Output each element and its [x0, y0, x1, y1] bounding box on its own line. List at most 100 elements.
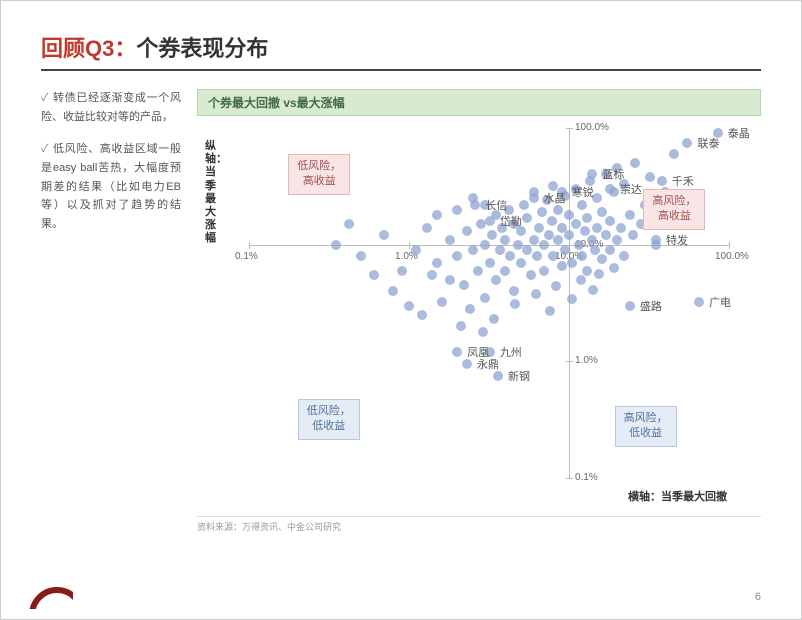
data-point — [612, 235, 622, 245]
title-main: 个券表现分布 — [136, 36, 268, 61]
x-tick-label: 0.1% — [235, 251, 258, 262]
point-label: 寒锐 — [572, 184, 594, 200]
data-point — [625, 301, 635, 311]
data-point — [427, 270, 437, 280]
data-point — [452, 347, 462, 357]
data-point — [590, 245, 600, 255]
data-point — [519, 200, 529, 210]
data-point — [478, 327, 488, 337]
point-label: 水晶 — [544, 190, 566, 206]
source-text: 资料来源：万得资讯、中金公司研究 — [197, 516, 761, 533]
data-point — [452, 251, 462, 261]
point-label: 广电 — [709, 294, 731, 310]
data-point — [551, 281, 561, 291]
point-label: 九州 — [500, 344, 522, 360]
data-point — [553, 235, 563, 245]
point-label: 新钢 — [508, 368, 530, 384]
y-axis-label: 纵轴：当季最大涨幅 — [205, 140, 219, 246]
point-label: 特发 — [666, 232, 688, 248]
bullet-item: 转债已经逐渐变成一个风险、收益比较对等的产品， — [41, 89, 181, 126]
point-label: 联泰 — [697, 135, 719, 151]
data-point — [548, 251, 558, 261]
data-point — [465, 304, 475, 314]
data-point — [522, 245, 532, 255]
data-point — [480, 240, 490, 250]
data-point — [462, 226, 472, 236]
data-point — [605, 184, 615, 194]
data-point — [592, 223, 602, 233]
data-point — [510, 299, 520, 309]
data-point — [628, 230, 638, 240]
page-number: 6 — [755, 591, 761, 603]
data-point — [432, 210, 442, 220]
data-point — [657, 176, 667, 186]
data-point — [344, 219, 354, 229]
quadrant-label: 高风险，高收益 — [643, 189, 705, 230]
x-axis-label: 横轴：当季最大回撤 — [628, 488, 727, 504]
data-point — [557, 261, 567, 271]
point-label: 岱勒 — [500, 213, 522, 229]
data-point — [456, 321, 466, 331]
data-point — [470, 200, 480, 210]
data-point — [432, 258, 442, 268]
data-point — [505, 251, 515, 261]
data-point — [605, 216, 615, 226]
data-point — [605, 245, 615, 255]
data-point — [487, 230, 497, 240]
data-point — [539, 240, 549, 250]
data-point — [609, 263, 619, 273]
data-point — [529, 193, 539, 203]
quadrant-label: 高风险，低收益 — [615, 406, 677, 447]
logo-icon — [29, 587, 73, 609]
data-point — [404, 301, 414, 311]
data-point — [522, 213, 532, 223]
data-point — [473, 266, 483, 276]
data-point — [417, 310, 427, 320]
point-label: 盛路 — [640, 298, 662, 314]
data-point — [582, 213, 592, 223]
data-point — [513, 240, 523, 250]
data-point — [468, 245, 478, 255]
data-point — [580, 226, 590, 236]
scatter-chart: 纵轴：当季最大涨幅 横轴：当季最大回撤 0.1%1.0%10.0%100.0%0… — [197, 120, 737, 510]
point-label: 泰晶 — [728, 125, 750, 141]
data-point — [422, 223, 432, 233]
data-point — [534, 223, 544, 233]
data-point — [682, 138, 692, 148]
chart-title: 个券最大回撤 vs最大涨幅 — [197, 89, 761, 116]
data-point — [489, 314, 499, 324]
data-point — [445, 275, 455, 285]
data-point — [545, 306, 555, 316]
data-point — [694, 297, 704, 307]
data-point — [592, 193, 602, 203]
point-label: 永鼎 — [477, 356, 499, 372]
data-point — [630, 158, 640, 168]
data-point — [669, 149, 679, 159]
y-tick-label: 100.0% — [575, 122, 609, 133]
data-point — [582, 266, 592, 276]
data-point — [576, 275, 586, 285]
data-point — [532, 251, 542, 261]
data-point — [462, 359, 472, 369]
title-underline — [41, 69, 761, 71]
data-point — [491, 275, 501, 285]
point-label: 长信 — [485, 197, 507, 213]
data-point — [587, 169, 597, 179]
data-point — [397, 266, 407, 276]
data-point — [480, 293, 490, 303]
quadrant-label: 低风险，低收益 — [298, 399, 360, 440]
data-point — [571, 219, 581, 229]
data-point — [500, 235, 510, 245]
data-point — [594, 269, 604, 279]
data-point — [493, 371, 503, 381]
data-point — [445, 235, 455, 245]
data-point — [539, 266, 549, 276]
quadrant-label: 低风险，高收益 — [288, 154, 350, 195]
data-point — [509, 286, 519, 296]
data-point — [531, 289, 541, 299]
data-point — [587, 235, 597, 245]
data-point — [500, 266, 510, 276]
data-point — [485, 258, 495, 268]
data-point — [437, 297, 447, 307]
data-point — [574, 240, 584, 250]
